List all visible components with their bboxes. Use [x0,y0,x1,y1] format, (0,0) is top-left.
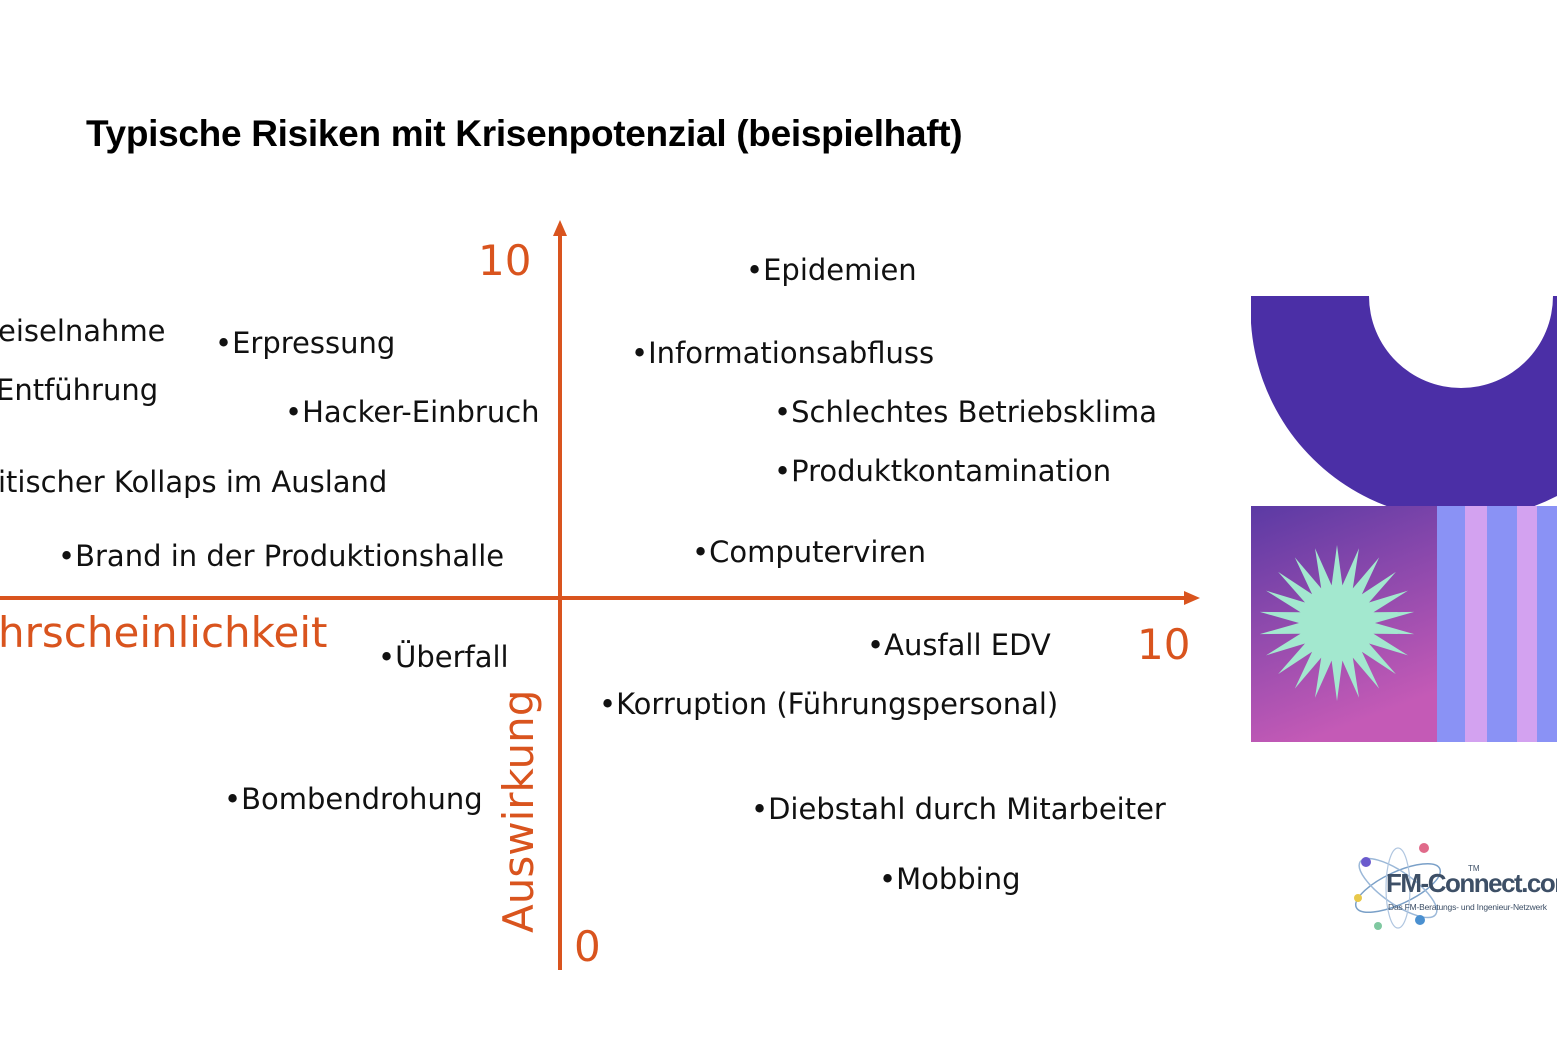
risk-label: •Produktkontamination [774,454,1112,488]
risk-matrix: 10 10 0 hrscheinlichkeit Auswirkung •Epi… [0,200,1215,980]
risk-label: •Korruption (Führungspersonal) [599,687,1059,721]
stripe [1437,506,1465,742]
risk-label: •Epidemien [746,253,917,287]
logo-tagline: Das FM-Beratungs- und Ingenieur-Netzwerk [1388,902,1547,912]
risk-label: •Bombendrohung [224,782,483,816]
risk-label: •Diebstahl durch Mitarbeiter [751,792,1166,826]
y-axis-line [558,230,562,970]
origin-label: 0 [574,922,601,971]
logo-trademark: TM [1468,864,1480,873]
risk-label: •Hacker-Einbruch [285,395,540,429]
risk-label: •Erpressung [215,326,396,360]
starburst-panel-decoration [1251,506,1557,742]
risk-label: itischer Kollaps im Ausland [0,465,388,499]
y-axis-max-label: 10 [478,236,532,285]
arc-shape [1251,296,1557,506]
fm-connect-logo: FM-Connect.com TM Das FM-Beratungs- und … [1348,838,1557,938]
risk-label: •Mobbing [879,862,1021,896]
risk-label: •Schlechtes Betriebsklima [774,395,1157,429]
risk-label: •Informationsabfluss [631,336,935,370]
y-axis-title: Auswirkung [494,689,543,933]
risk-label: Entführung [0,373,159,407]
purple-arc-decoration [1251,296,1557,506]
risk-label: •Überfall [378,640,509,674]
starburst-shape [1259,545,1415,701]
x-axis-max-label: 10 [1137,620,1191,669]
risk-label: eiselnahme [0,314,166,348]
stripe [1537,506,1557,742]
risk-label: •Brand in der Produktionshalle [58,539,505,573]
stripe [1465,506,1487,742]
logo-graphic [1354,843,1441,930]
x-axis-line [0,596,1188,600]
risk-label: •Computerviren [692,535,926,569]
y-axis-arrow [553,220,567,236]
logo-brand-text: FM-Connect.com [1386,868,1557,898]
risk-label: •Ausfall EDV [867,628,1051,662]
x-axis-title: hrscheinlichkeit [0,608,328,657]
slide-title: Typische Risiken mit Krisenpotenzial (be… [86,113,963,154]
stripe [1517,506,1537,742]
stripe [1487,506,1517,742]
x-axis-arrow [1184,591,1200,605]
